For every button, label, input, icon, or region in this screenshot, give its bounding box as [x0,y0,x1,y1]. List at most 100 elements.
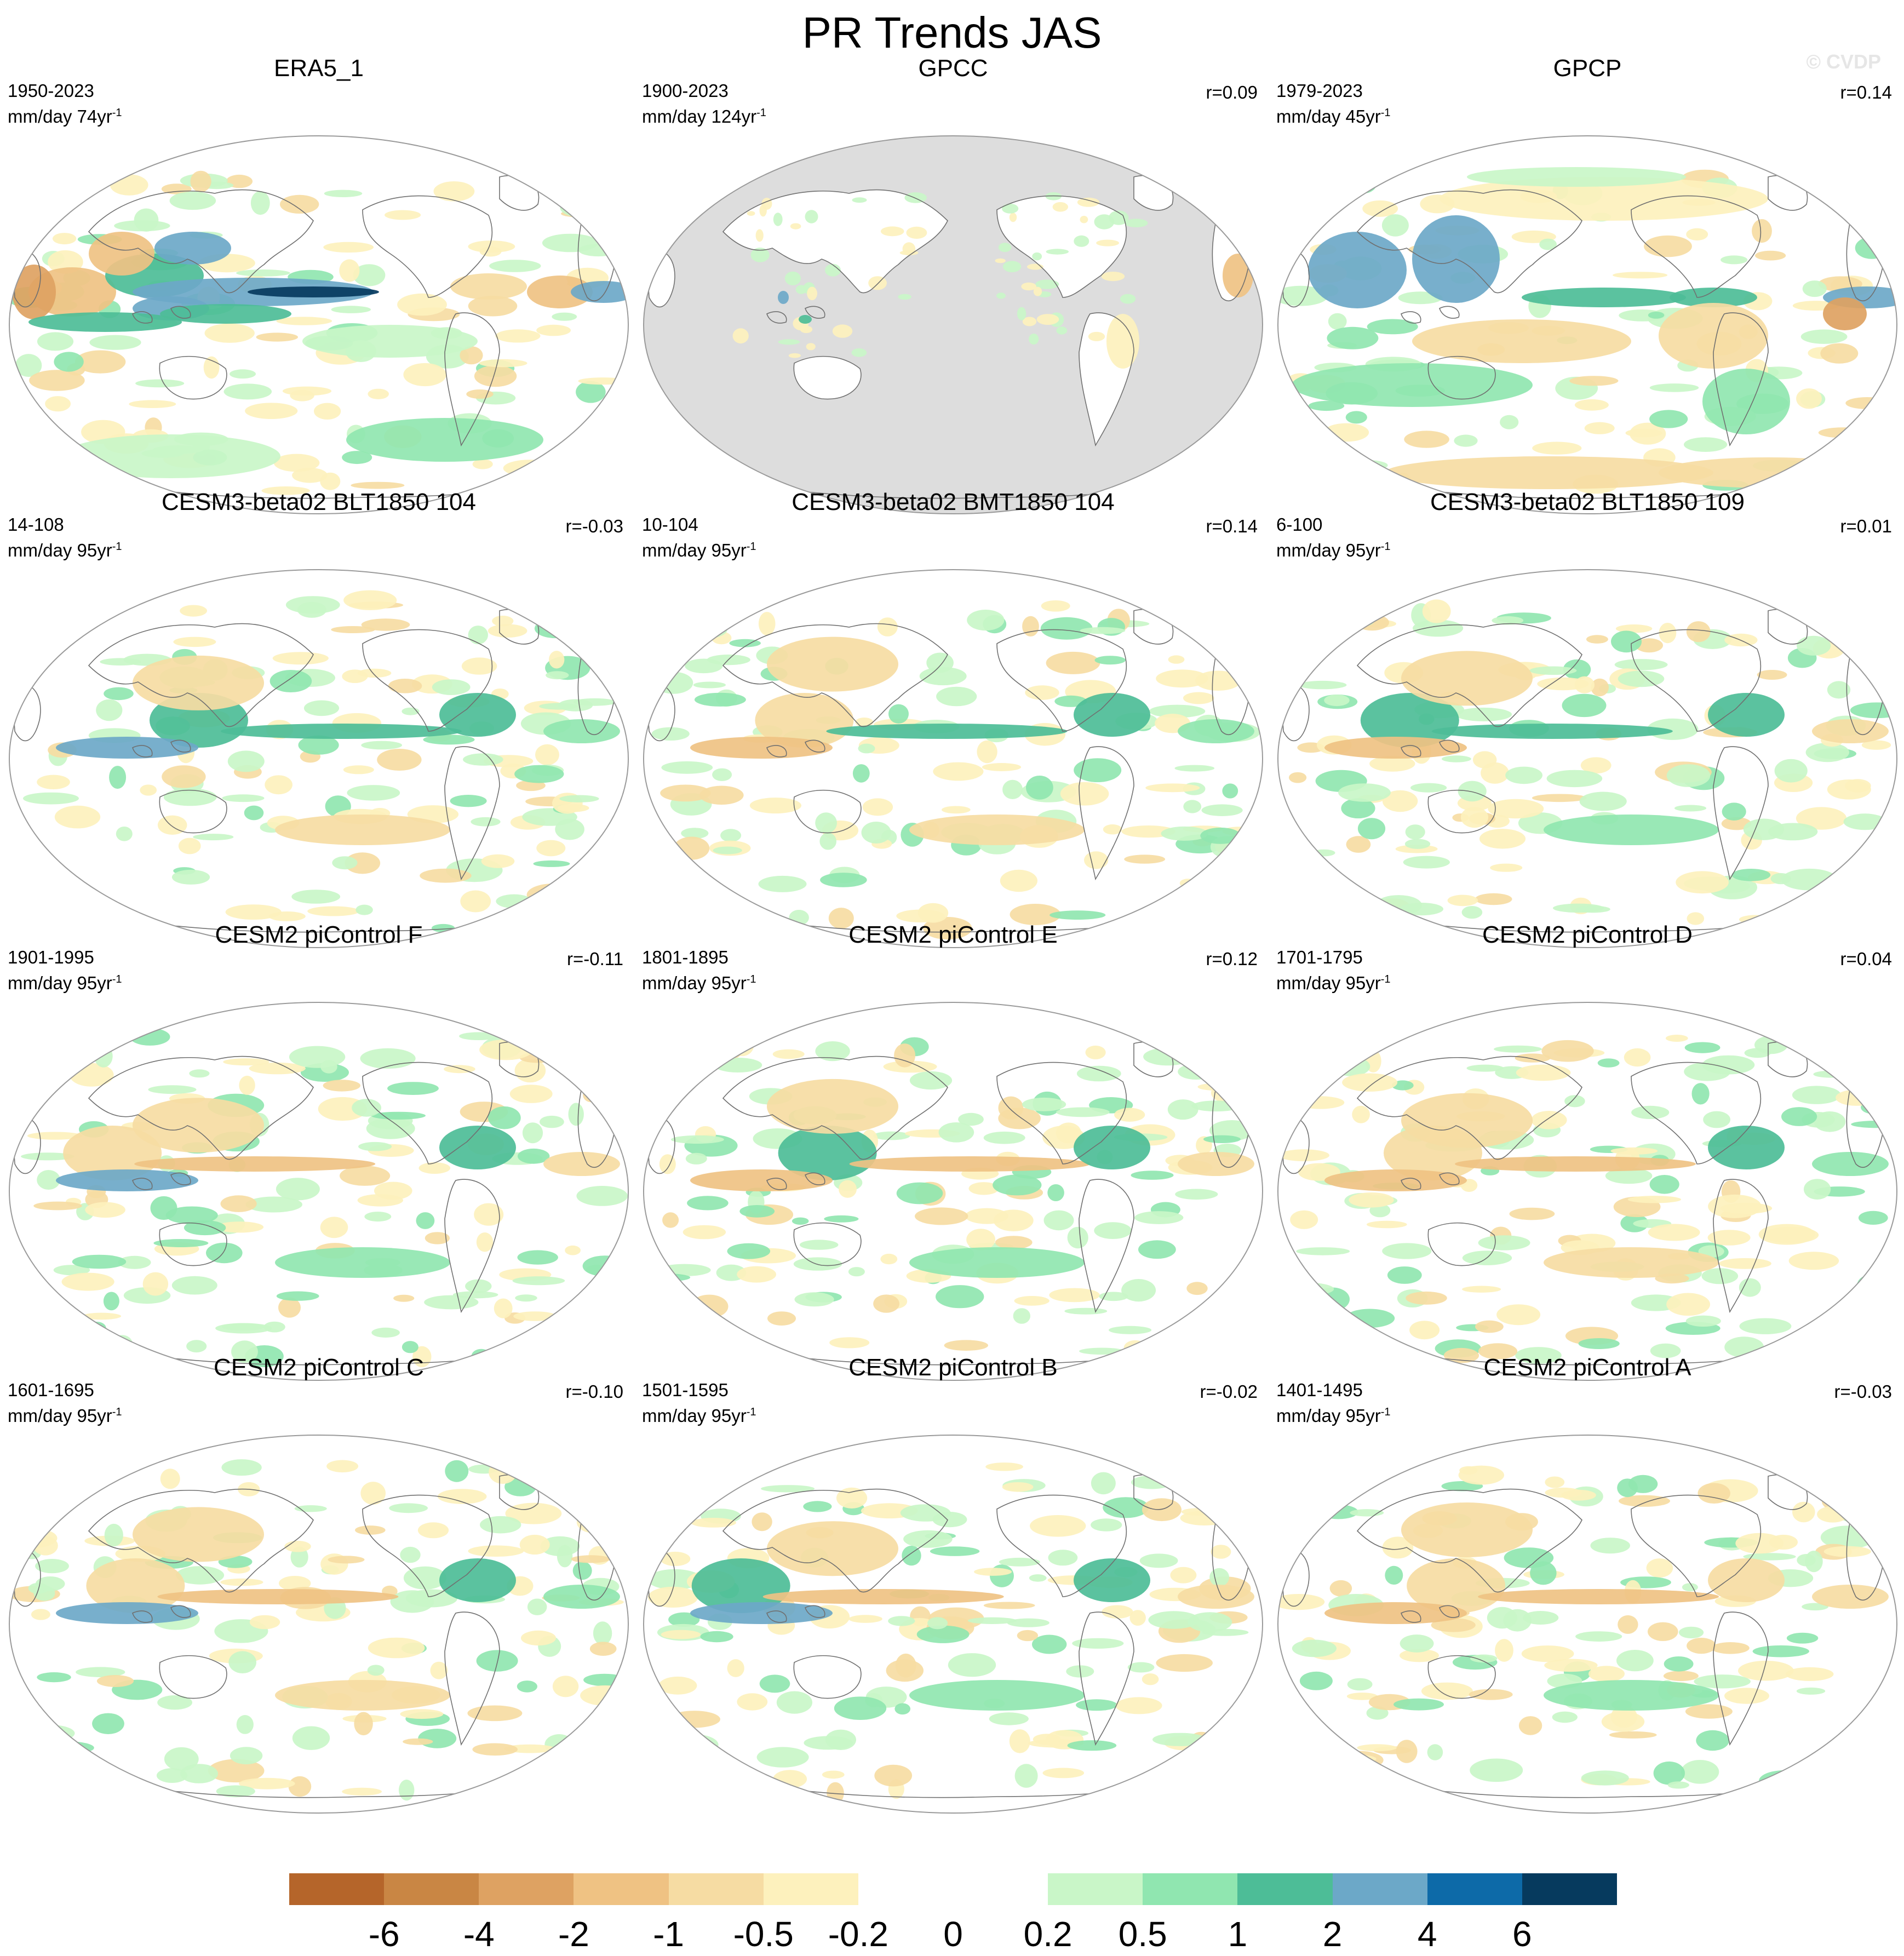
trend-contour [1591,678,1609,697]
trend-contour [1796,388,1822,409]
trend-period: 1900-2023 [642,81,729,101]
units-superscript: -1 [746,1406,756,1418]
trend-contour [1735,1533,1784,1554]
coastline [996,1062,1127,1165]
trend-contour [1400,1634,1434,1653]
trend-contour [324,190,363,197]
trend-contour [851,348,867,357]
trend-contour [495,329,541,343]
trend-contour [439,1558,516,1602]
trend-contour [1385,1565,1403,1585]
trend-contour [1475,893,1512,905]
trend-contour [1564,1095,1585,1108]
pattern-correlation: r=-0.02 [1200,1381,1258,1402]
trend-contour [157,1589,399,1604]
trend-contour [1072,1638,1124,1649]
trend-contour [535,744,559,765]
trend-contour [492,616,514,627]
trend-contour [468,1545,524,1557]
units-superscript: -1 [1380,973,1391,985]
trend-units: mm/day 95yr-1 [8,968,122,994]
trend-contour [584,1769,628,1777]
trend-contour [352,1099,381,1117]
trend-contour [221,1459,262,1476]
trend-contour [1544,814,1719,845]
trend-contour [45,396,71,412]
trend-contour [1197,1083,1237,1091]
trend-contour [1802,280,1827,297]
trend-contour [1624,1048,1651,1067]
robinson-map [9,1002,629,1381]
colorbar-tick-label: 0 [943,1914,963,1954]
trend-units: mm/day 95yr-1 [8,1401,122,1427]
trend-contour [1752,1645,1809,1657]
coastline [1427,1655,1496,1699]
trend-contour [1666,1293,1710,1316]
trend-contour [35,1576,65,1591]
trend-contour [468,295,518,317]
trend-contour [1509,1207,1555,1220]
trend-contour [44,169,79,184]
trend-contour [936,686,977,707]
pattern-correlation: r=-0.03 [1834,1381,1892,1402]
trend-contour [1067,1740,1117,1751]
coastline [1439,1605,1460,1618]
trend-period: 1401-1495 [1276,1380,1363,1400]
trend-contour [1721,817,1752,830]
map-panel: CESM3-beta02 BMT1850 104 10-104 mm/day 95y… [641,489,1265,948]
trend-contour [989,1712,1029,1725]
coastline [159,1655,227,1699]
trend-contour [1357,1744,1397,1752]
trend-units: mm/day 95yr-1 [642,1401,756,1427]
units-base: mm/day 74yr [8,106,112,127]
trend-contour [659,1334,695,1348]
coastline [1631,629,1762,732]
trend-contour [1041,600,1070,612]
trend-contour [693,681,726,689]
trend-contour [1605,1168,1653,1184]
robinson-map [643,135,1263,514]
trend-contour [412,1346,432,1368]
coastline [805,1605,825,1618]
trend-contour [1815,1323,1868,1342]
coastline [996,1494,1127,1597]
trend-contour [343,765,374,775]
panel-title: CESM2 piControl F [215,921,423,948]
trend-contour [1085,1045,1106,1059]
units-superscript: -1 [112,1406,122,1418]
trend-contour [995,258,1006,263]
trend-contour [40,885,88,907]
trend-contour [729,639,761,647]
trend-contour [576,381,606,403]
trend-contour [1739,1278,1761,1297]
trend-contour [1074,758,1122,782]
trend-contour [1460,807,1488,828]
trend-contour [69,1063,114,1087]
trend-contour [902,1545,921,1566]
trend-contour [683,1225,726,1240]
trend-contour [1296,1247,1350,1255]
trend-contour [664,1290,692,1310]
trend-contour [1421,1682,1473,1700]
trend-units: mm/day 95yr-1 [1276,968,1391,994]
trend-contour [1324,695,1350,707]
trend-contour [1544,1247,1719,1278]
trend-contour [1701,1268,1739,1284]
trend-contour [1387,1266,1422,1284]
trend-contour [999,1557,1040,1567]
trend-contour [1393,1698,1444,1711]
trend-contour [1422,599,1451,623]
trend-contour [1785,1667,1834,1681]
trend-contour [1843,813,1886,830]
trend-contour [1708,1126,1785,1169]
trend-contour [1574,399,1609,411]
units-base: mm/day 95yr [8,1406,112,1426]
trend-contour [204,323,255,343]
map-outline [643,135,1263,514]
trend-contour [567,629,583,652]
trend-contour [1360,693,1459,748]
trend-contour [459,1032,498,1040]
trend-period: 1601-1695 [8,1380,94,1400]
trend-contour [536,324,571,336]
trend-contour [1000,869,1037,892]
